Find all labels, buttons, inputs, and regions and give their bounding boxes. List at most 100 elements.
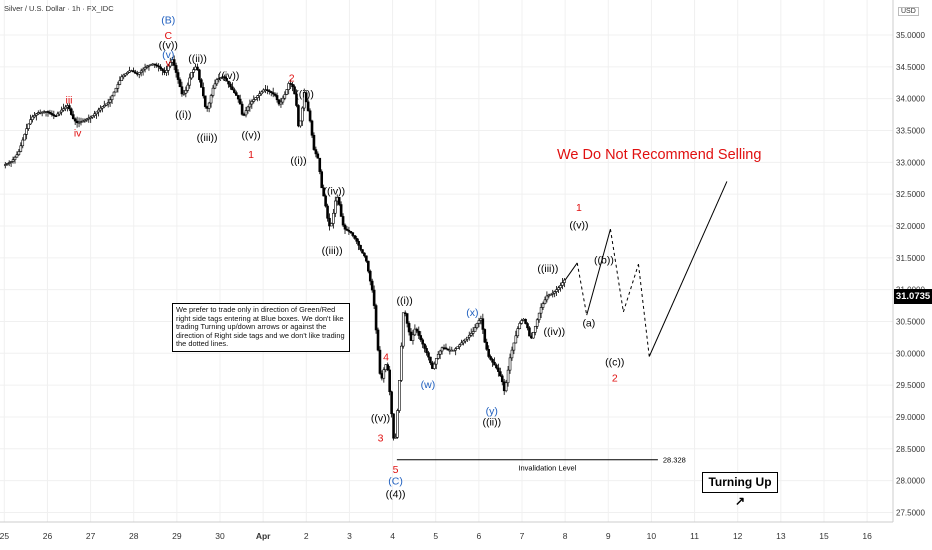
candle-body (487, 349, 490, 357)
candle-body (122, 74, 126, 78)
price-tick: 33.0000 (896, 158, 925, 167)
candle-body (330, 223, 333, 227)
candle-body (537, 312, 541, 321)
candle-body (246, 106, 250, 111)
candle-body (203, 95, 207, 107)
strategy-note: We prefer to trade only in direction of … (172, 303, 350, 352)
projection-segment (564, 262, 578, 281)
wave-label: ((iv)) (324, 185, 346, 197)
candle-body (56, 113, 59, 117)
candle-body (97, 109, 100, 113)
candle-body (528, 327, 531, 337)
wave-label: ((iii)) (197, 132, 218, 144)
candle-body (15, 154, 19, 158)
candle-body (73, 118, 77, 122)
wave-label: C (164, 30, 172, 42)
price-tick: 28.5000 (896, 445, 925, 454)
candle-body (116, 84, 120, 89)
candle-body (398, 380, 401, 411)
candle-body (392, 413, 395, 439)
candle-body (196, 66, 199, 71)
candle-body (343, 224, 347, 230)
candle-body (184, 90, 188, 94)
candle-body (23, 134, 26, 141)
candle-body (318, 157, 322, 172)
candle-body (285, 89, 289, 95)
candle-body (252, 99, 256, 102)
candle-body (153, 63, 157, 66)
wave-label: ((iii)) (537, 263, 558, 275)
candle-body (481, 318, 485, 330)
candle-body (33, 115, 36, 118)
wave-label: (C) (388, 476, 403, 488)
warning-text: We Do Not Recommend Selling (557, 147, 762, 163)
wave-label: (v) (162, 49, 174, 61)
wave-label: ((ii)) (188, 53, 207, 65)
candle-body (112, 91, 116, 97)
candle-body (524, 318, 527, 324)
time-axis: 25 26 27 28 29 30 Apr 2 3 4 5 6 7 8 9 10 11 12 13 15 16 (0, 521, 932, 550)
candle-body (495, 364, 498, 369)
candle-body (460, 342, 463, 346)
candle-body (134, 71, 137, 74)
candle-body (462, 340, 465, 344)
candle-body (506, 369, 510, 384)
candle-body (433, 363, 436, 369)
candle-body (5, 163, 9, 165)
candle-body (295, 93, 298, 106)
candle-body (429, 356, 432, 364)
candle-body (21, 139, 25, 147)
candle-body (324, 195, 327, 207)
candle-body (543, 299, 547, 304)
candle-body (231, 86, 234, 91)
wave-label: (a) (582, 318, 595, 330)
time-tick: 2 (304, 531, 309, 541)
candle-body (374, 305, 378, 331)
candle-body (491, 359, 494, 363)
candle-body (475, 323, 479, 328)
candle-body (306, 101, 310, 112)
wave-label: 2 (289, 73, 295, 85)
price-tick: 34.5000 (896, 63, 925, 72)
candle-body (225, 78, 228, 82)
wave-label: ((i)) (175, 109, 191, 121)
candle-body (275, 95, 279, 101)
candle-body (388, 369, 391, 393)
candle-body (545, 295, 549, 301)
wave-label: 1 (248, 149, 254, 161)
candle-body (238, 98, 242, 105)
candle-body (145, 65, 149, 68)
candle-body (382, 369, 386, 379)
candle-body (137, 72, 141, 75)
candle-body (363, 252, 366, 257)
time-tick: 27 (86, 531, 96, 541)
candle-body (268, 90, 271, 92)
candle-body (370, 280, 374, 291)
candle-body (477, 320, 481, 324)
candle-body (308, 110, 312, 122)
wave-label: 3 (378, 432, 384, 444)
candle-body (518, 323, 522, 329)
candle-body (516, 328, 520, 337)
candle-body (50, 113, 54, 115)
candle-body (104, 103, 108, 106)
wave-label: ((v)) (569, 220, 588, 232)
candle-body (223, 76, 226, 79)
candle-body (555, 289, 558, 292)
candle-body (211, 87, 215, 96)
candle-body (553, 291, 556, 294)
candle-body (147, 64, 151, 67)
candle-body (165, 70, 168, 73)
candle-body (85, 118, 89, 121)
candle-body (236, 95, 240, 100)
candle-body (471, 331, 475, 334)
candle-body (271, 92, 275, 95)
time-tick: Apr (256, 531, 271, 541)
wave-label: ((i)) (290, 155, 306, 167)
candle-body (425, 348, 428, 353)
candle-body (456, 346, 459, 349)
candle-body (69, 108, 73, 115)
candle-body (368, 270, 372, 282)
candle-body (351, 232, 355, 236)
candle-body (58, 111, 61, 115)
